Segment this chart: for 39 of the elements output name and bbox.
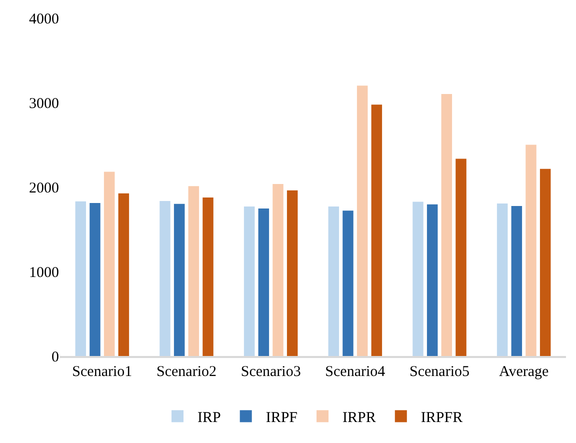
bar <box>496 203 508 356</box>
bar <box>286 190 298 356</box>
bar <box>188 186 200 356</box>
bar <box>90 203 100 356</box>
bar <box>160 200 170 356</box>
bar <box>356 86 368 356</box>
bar <box>118 193 130 356</box>
y-tick-label: 2000 <box>29 180 59 196</box>
bar <box>272 184 284 356</box>
x-tick-label: Scenario2 <box>156 364 216 380</box>
bar <box>75 201 86 356</box>
bar <box>412 202 424 356</box>
y-tick-label: 3000 <box>29 96 59 112</box>
bar <box>104 172 115 356</box>
legend-label: IRPR <box>342 410 376 426</box>
x-tick-label: Scenario4 <box>325 364 386 380</box>
x-tick-label: Scenario5 <box>410 364 470 380</box>
x-tick-label: Average <box>498 364 550 380</box>
y-tick-label: 4000 <box>29 11 59 28</box>
bar <box>371 104 382 356</box>
x-tick-label: Scenario3 <box>240 364 301 380</box>
bar <box>456 158 466 356</box>
legend-label: IRPFR <box>420 410 463 426</box>
bar <box>328 206 340 356</box>
bar <box>244 206 255 356</box>
bar <box>174 204 185 356</box>
bar <box>540 168 551 356</box>
bar <box>342 210 354 356</box>
bar <box>441 94 452 356</box>
x-tick-label: Scenario1 <box>72 364 132 380</box>
legend-label: IRP <box>198 410 221 426</box>
bar <box>202 198 214 356</box>
bar <box>258 208 270 356</box>
legend-label: IRPF <box>266 410 298 426</box>
y-tick-label: 1000 <box>29 264 59 281</box>
bar <box>511 206 522 356</box>
bar <box>426 204 438 356</box>
bar <box>526 144 536 356</box>
y-tick-label: 0 <box>52 349 59 366</box>
